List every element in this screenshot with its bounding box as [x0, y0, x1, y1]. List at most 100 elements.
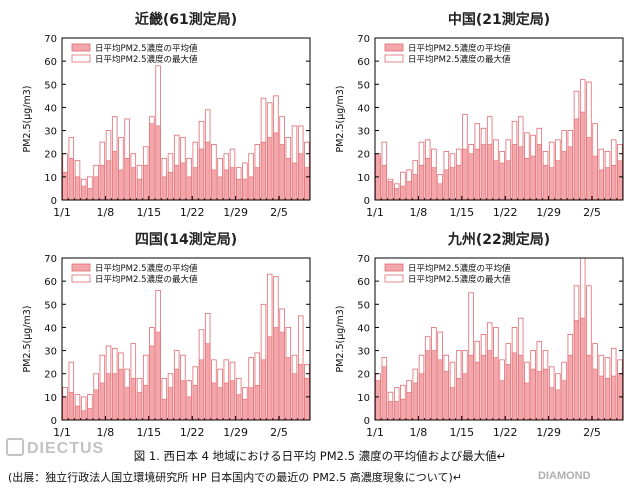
bar-mean [555, 160, 561, 201]
bar-mean [449, 387, 456, 421]
legend-swatch-mean [71, 43, 91, 52]
bar-mean [456, 378, 462, 421]
y-tick-label: 20 [44, 150, 57, 161]
figure-caption: 図 1. 西日本 4 地域における日平均 PM2.5 濃度の平均値および最大値↵ [133, 449, 507, 463]
bar-mean [285, 357, 291, 421]
y-tick-label: 70 [357, 34, 370, 45]
bar-mean [223, 169, 229, 201]
bar-mean [248, 387, 254, 421]
watermark-text: DIECTUS [27, 440, 105, 457]
bar-mean [130, 167, 136, 201]
x-tick-label: 1/15 [449, 426, 474, 439]
bar-mean [248, 176, 254, 201]
y-tick-label: 60 [357, 57, 370, 68]
bar-mean [211, 169, 217, 201]
bar-mean [62, 396, 68, 421]
bar-mean [549, 387, 555, 421]
x-tick-label: 1/15 [136, 206, 161, 219]
chart-title: 近畿(61測定局) [135, 11, 237, 28]
bar-mean [112, 373, 118, 421]
bar-mean [536, 371, 542, 421]
bar-mean [192, 167, 198, 201]
bar-mean [394, 401, 400, 421]
bar-mean [136, 391, 143, 421]
figure-source: (出展：独立行政法人国立環境研究所 HP 日本国内での最近の PM2.5 高濃度… [8, 471, 462, 484]
bar-mean [449, 167, 456, 201]
y-tick-label: 40 [357, 323, 370, 334]
bar-mean [412, 382, 418, 421]
bar-mean [536, 144, 542, 201]
y-tick-label: 60 [44, 57, 57, 68]
y-tick-label: 30 [44, 127, 57, 138]
bar-mean [604, 167, 611, 201]
bar-mean [99, 382, 105, 421]
bar-mean [105, 160, 112, 201]
bar-mean [223, 382, 229, 421]
bar-mean [118, 368, 124, 421]
y-tick-label: 50 [357, 80, 370, 91]
legend-label-max: 日平均PM2.5濃度の最大値 [95, 274, 198, 285]
x-tick-label: 2/5 [270, 206, 288, 219]
bar-mean [604, 378, 611, 421]
bar-mean [242, 398, 248, 421]
bar-mean [406, 181, 412, 201]
y-axis-label: PM2.5(μg/m3) [22, 305, 33, 372]
y-tick-label: 60 [44, 277, 57, 288]
bar-mean [499, 162, 505, 201]
bar-mean [180, 380, 186, 421]
bar-mean [542, 368, 549, 421]
bar-mean [74, 176, 81, 201]
legend-swatch-max [71, 274, 91, 283]
bar-mean [198, 359, 205, 421]
x-tick-label: 1/29 [223, 426, 248, 439]
bar-mean [586, 137, 592, 201]
chart-panel-2: 中国(21測定局) 0 10 20 30 40 50 60 70 1/1 1/8 1/15 1/22 1/… [335, 11, 624, 219]
bar-mean [260, 359, 267, 421]
x-tick-label: 1/8 [97, 426, 115, 439]
bar-mean [611, 375, 617, 421]
bar-mean [505, 364, 511, 421]
chart-title: 中国(21測定局) [448, 11, 550, 28]
bar-mean [211, 382, 217, 421]
watermark: DIECTUS [6, 438, 104, 458]
bar-mean [279, 144, 285, 201]
bar-mean [74, 405, 81, 421]
bar-mean [617, 160, 623, 201]
bar-mean [267, 336, 273, 421]
bar-mean [298, 364, 304, 421]
bar-mean [524, 158, 530, 201]
logo-text: DIAMOND [538, 470, 591, 482]
bar-mean [443, 169, 449, 201]
bar-mean [580, 317, 586, 421]
bar-mean [573, 320, 580, 421]
bar-mean [291, 162, 298, 201]
y-tick-label: 20 [357, 370, 370, 381]
bar-mean [143, 164, 149, 201]
y-tick-label: 10 [44, 173, 57, 184]
bar-mean [87, 408, 93, 421]
bar-mean [474, 148, 480, 201]
bar-mean [304, 167, 310, 201]
bar-mean [180, 162, 186, 201]
bar-mean [437, 359, 443, 421]
bar-mean [167, 171, 174, 201]
bar-mean [549, 167, 555, 201]
watermark-icon [6, 438, 24, 456]
bar-mean [387, 181, 394, 201]
bar-mean [580, 111, 586, 201]
bar-mean [267, 137, 273, 201]
legend-swatch-mean [71, 263, 91, 272]
bar-mean [87, 188, 93, 201]
y-tick-label: 50 [44, 80, 57, 91]
bar-mean [425, 158, 431, 201]
bar-mean [573, 118, 580, 201]
bar-mean [273, 132, 279, 201]
bar-mean [611, 164, 617, 201]
bar-mean [561, 151, 567, 201]
x-tick-label: 1/1 [53, 426, 71, 439]
bar-mean [149, 123, 155, 201]
bar-mean [68, 158, 74, 201]
legend-label-mean: 日平均PM2.5濃度の平均値 [95, 43, 198, 54]
bar-mean [387, 401, 394, 421]
bar-mean [530, 368, 536, 421]
